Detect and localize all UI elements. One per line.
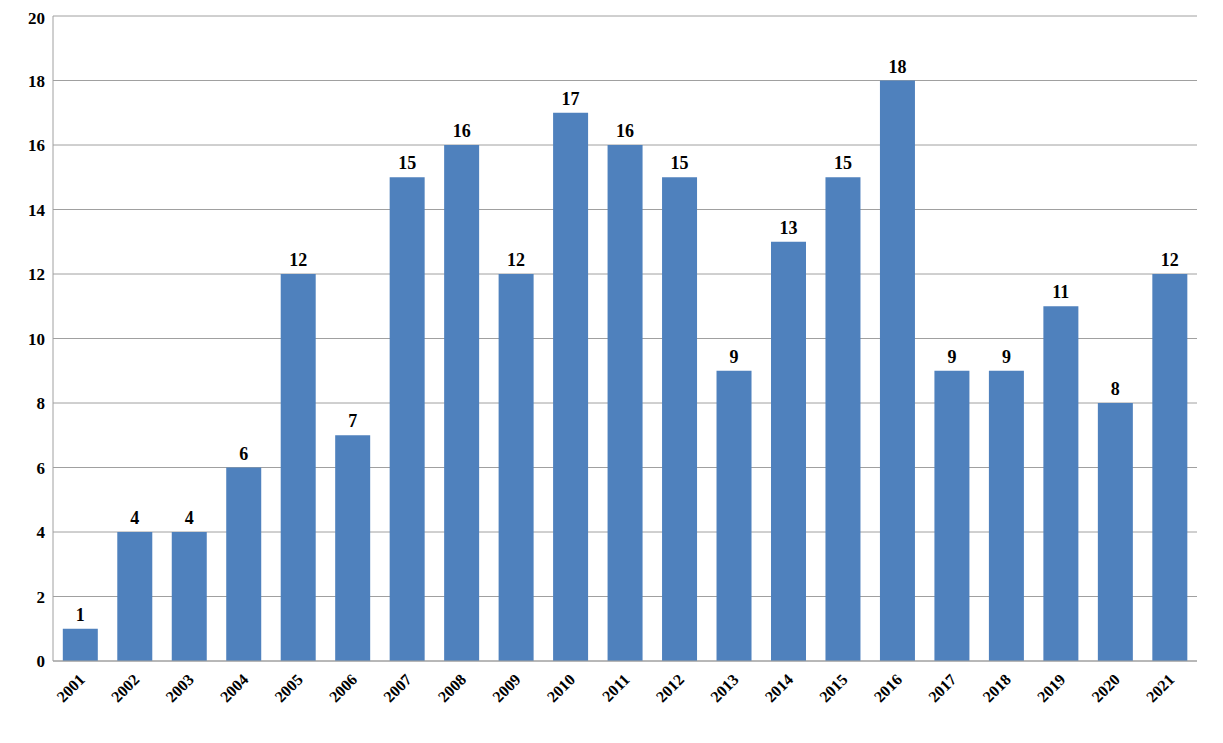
svg-text:11: 11 bbox=[1052, 282, 1069, 302]
svg-text:15: 15 bbox=[671, 153, 689, 173]
svg-text:2001: 2001 bbox=[53, 671, 88, 706]
svg-text:20: 20 bbox=[28, 9, 45, 28]
svg-text:14: 14 bbox=[28, 201, 46, 220]
svg-text:2005: 2005 bbox=[271, 671, 306, 706]
svg-text:2012: 2012 bbox=[653, 671, 688, 706]
svg-text:9: 9 bbox=[1002, 347, 1011, 367]
svg-text:2009: 2009 bbox=[489, 671, 524, 706]
svg-text:7: 7 bbox=[348, 411, 357, 431]
svg-text:16: 16 bbox=[453, 121, 471, 141]
svg-text:9: 9 bbox=[730, 347, 739, 367]
svg-text:12: 12 bbox=[507, 250, 525, 270]
svg-text:15: 15 bbox=[398, 153, 416, 173]
svg-text:18: 18 bbox=[28, 72, 45, 91]
svg-text:6: 6 bbox=[239, 444, 248, 464]
svg-text:2016: 2016 bbox=[871, 671, 906, 706]
svg-text:2003: 2003 bbox=[162, 671, 197, 706]
svg-text:4: 4 bbox=[185, 508, 194, 528]
svg-text:16: 16 bbox=[616, 121, 634, 141]
svg-text:8: 8 bbox=[1111, 379, 1120, 399]
svg-text:8: 8 bbox=[37, 394, 46, 413]
svg-text:2019: 2019 bbox=[1034, 671, 1069, 706]
svg-text:12: 12 bbox=[28, 265, 45, 284]
svg-text:9: 9 bbox=[947, 347, 956, 367]
svg-text:2007: 2007 bbox=[380, 671, 415, 706]
svg-text:2002: 2002 bbox=[108, 671, 143, 706]
svg-text:2021: 2021 bbox=[1143, 671, 1178, 706]
svg-text:2014: 2014 bbox=[762, 671, 797, 706]
svg-text:17: 17 bbox=[562, 89, 580, 109]
svg-text:6: 6 bbox=[37, 459, 46, 478]
svg-text:2010: 2010 bbox=[544, 671, 579, 706]
svg-text:2020: 2020 bbox=[1088, 671, 1123, 706]
svg-text:4: 4 bbox=[130, 508, 139, 528]
svg-text:2004: 2004 bbox=[217, 671, 252, 706]
svg-text:12: 12 bbox=[1161, 250, 1179, 270]
svg-text:2006: 2006 bbox=[326, 671, 361, 706]
svg-text:2013: 2013 bbox=[707, 671, 742, 706]
svg-text:4: 4 bbox=[37, 523, 46, 542]
svg-text:2017: 2017 bbox=[925, 671, 960, 706]
svg-text:13: 13 bbox=[779, 218, 797, 238]
svg-text:0: 0 bbox=[37, 652, 46, 671]
svg-text:15: 15 bbox=[834, 153, 852, 173]
svg-text:2018: 2018 bbox=[979, 671, 1014, 706]
svg-text:2008: 2008 bbox=[435, 671, 470, 706]
svg-text:2015: 2015 bbox=[816, 671, 851, 706]
svg-text:2011: 2011 bbox=[599, 671, 633, 705]
svg-text:2: 2 bbox=[37, 588, 46, 607]
svg-text:16: 16 bbox=[28, 136, 45, 155]
svg-text:18: 18 bbox=[888, 57, 906, 77]
svg-text:1: 1 bbox=[76, 605, 85, 625]
svg-text:12: 12 bbox=[289, 250, 307, 270]
svg-text:10: 10 bbox=[28, 330, 45, 349]
